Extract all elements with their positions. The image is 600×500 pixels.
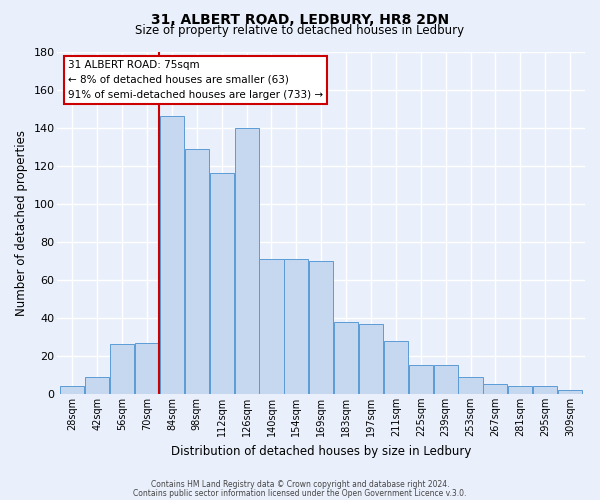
Bar: [309, 260, 333, 394]
Bar: [384, 340, 408, 394]
Bar: [85, 377, 109, 394]
Bar: [61, 386, 85, 394]
Bar: [359, 324, 383, 394]
Text: Contains public sector information licensed under the Open Government Licence v.: Contains public sector information licen…: [133, 488, 467, 498]
Bar: [209, 173, 234, 394]
Bar: [533, 386, 557, 394]
Text: Contains HM Land Registry data © Crown copyright and database right 2024.: Contains HM Land Registry data © Crown c…: [151, 480, 449, 489]
Bar: [334, 322, 358, 394]
Text: Size of property relative to detached houses in Ledbury: Size of property relative to detached ho…: [136, 24, 464, 37]
Bar: [284, 259, 308, 394]
X-axis label: Distribution of detached houses by size in Ledbury: Distribution of detached houses by size …: [171, 444, 472, 458]
Bar: [458, 377, 482, 394]
Bar: [160, 116, 184, 394]
Text: 31 ALBERT ROAD: 75sqm
← 8% of detached houses are smaller (63)
91% of semi-detac: 31 ALBERT ROAD: 75sqm ← 8% of detached h…: [68, 60, 323, 100]
Bar: [110, 344, 134, 394]
Bar: [185, 148, 209, 394]
Bar: [135, 342, 159, 394]
Y-axis label: Number of detached properties: Number of detached properties: [15, 130, 28, 316]
Text: 31, ALBERT ROAD, LEDBURY, HR8 2DN: 31, ALBERT ROAD, LEDBURY, HR8 2DN: [151, 12, 449, 26]
Bar: [259, 259, 284, 394]
Bar: [558, 390, 582, 394]
Bar: [508, 386, 532, 394]
Bar: [434, 366, 458, 394]
Bar: [484, 384, 508, 394]
Bar: [409, 366, 433, 394]
Bar: [235, 128, 259, 394]
